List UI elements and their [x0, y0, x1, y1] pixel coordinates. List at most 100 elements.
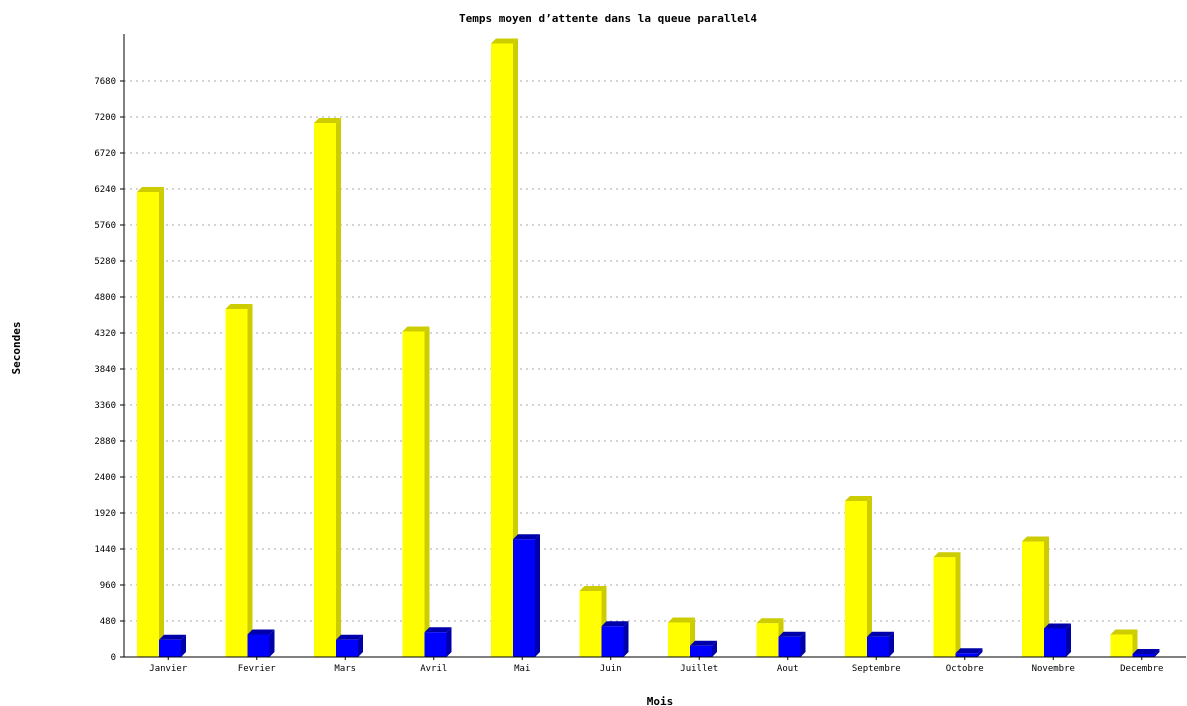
x-tick-label: Novembre [1032, 664, 1075, 674]
x-tick-label: Juillet [680, 664, 718, 674]
bar-side [269, 629, 275, 657]
bar-side [1132, 629, 1138, 657]
bar-top [756, 618, 784, 624]
bar-front [402, 331, 425, 657]
bar-top [867, 631, 894, 637]
bar-top [933, 552, 961, 558]
bar-side [336, 118, 341, 657]
bar-front [1044, 628, 1066, 657]
bar-series1-decembre [1110, 629, 1138, 657]
bar-series2-octobre [955, 648, 983, 657]
bar-front [778, 636, 801, 657]
bar-series2-novembre [1044, 623, 1071, 657]
bar-front [424, 632, 447, 657]
bar-series2-aout [778, 631, 806, 657]
bar-top [314, 118, 341, 123]
bar-top [1110, 629, 1138, 635]
x-tick-label: Mars [334, 664, 356, 674]
bar-series1-mars [314, 118, 341, 657]
bar-series1-septembre [845, 496, 872, 657]
bar-top [778, 631, 806, 637]
y-axis-label: Secondes [10, 322, 23, 375]
bar-front [247, 634, 270, 657]
bar-top [1044, 623, 1071, 629]
bar-front [933, 557, 956, 657]
x-axis-label: Mois [647, 695, 674, 706]
bar-front [579, 591, 602, 657]
bar-series2-mars [336, 634, 363, 657]
bar-side [446, 627, 452, 657]
bar-side [867, 496, 872, 657]
bar-side [424, 326, 430, 657]
bar-top [491, 38, 518, 44]
bar-top [1022, 536, 1049, 542]
x-tick-label: Mai [514, 664, 530, 674]
bar-top [668, 617, 695, 623]
bar-side [977, 648, 983, 657]
bar-side [1066, 623, 1071, 657]
bar-top [513, 534, 540, 540]
y-tick-label: 6240 [94, 185, 116, 195]
x-tick-label: Septembre [852, 664, 901, 674]
y-tick-label: 3840 [94, 365, 116, 375]
bar-front [867, 636, 889, 657]
bar-series2-septembre [867, 631, 894, 657]
bars [137, 38, 1160, 657]
bar-side [247, 304, 253, 657]
y-tick-label: 5760 [94, 221, 116, 231]
bar-side [513, 38, 518, 657]
y-tick-label: 2400 [94, 473, 116, 483]
bar-series1-janvier [137, 187, 164, 657]
bar-side [955, 552, 961, 657]
bar-series2-avril [424, 627, 452, 657]
bar-top [247, 629, 275, 635]
y-tick-label: 7200 [94, 113, 116, 123]
bar-front [225, 309, 248, 657]
bar-series1-mai [491, 38, 518, 657]
bar-front [314, 123, 336, 657]
y-tick-label: 1920 [94, 509, 116, 519]
bar-front [845, 501, 867, 657]
y-tick-label: 4320 [94, 329, 116, 339]
bar-series2-decembre [1132, 649, 1160, 657]
bar-front [1110, 634, 1133, 657]
chart-title: Temps moyen d’attente dans la queue para… [459, 12, 757, 25]
x-tick-label: Decembre [1120, 664, 1163, 674]
y-tick-label: 2880 [94, 437, 116, 447]
bar-front [955, 653, 978, 657]
bar-side [800, 631, 806, 657]
x-tick-label: Janvier [149, 664, 188, 674]
bar-series1-avril [402, 326, 430, 657]
x-tick-label: Juin [600, 664, 622, 674]
bar-series2-juillet [690, 640, 717, 657]
y-tick-label: 7680 [94, 77, 116, 87]
bar-top [845, 496, 872, 501]
bar-series1-fevrier [225, 304, 253, 657]
bar-top [159, 634, 186, 640]
bar-series2-fevrier [247, 629, 275, 657]
bar-top [225, 304, 253, 309]
bar-top [579, 586, 607, 591]
bar-top [402, 326, 430, 332]
y-tick-label: 0 [111, 653, 116, 663]
bar-side [358, 634, 363, 657]
bar-front [336, 639, 358, 657]
bar-front [159, 639, 181, 657]
bar-top [424, 627, 452, 633]
bar-front [601, 626, 624, 657]
bar-top [1132, 649, 1160, 654]
bar-series2-juin [601, 621, 629, 657]
bar-side [159, 187, 164, 657]
bar-side [889, 631, 894, 657]
bar-side [1154, 649, 1160, 657]
bar-front [1022, 541, 1044, 657]
bar-series2-janvier [159, 634, 186, 657]
bar-front [756, 623, 779, 657]
y-tick-label: 960 [100, 581, 116, 591]
x-axis: Janvier Fevrier Mars Avril Mai Juin Juillet Aou… [124, 656, 1186, 674]
bar-front [1132, 654, 1155, 657]
bar-front [690, 645, 712, 657]
y-axis: 0 480 960 1440 1920 2400 2880 3360 3840 4320 4800 5… [94, 34, 125, 663]
bar-front [491, 43, 513, 657]
y-tick-label: 1440 [94, 545, 116, 555]
